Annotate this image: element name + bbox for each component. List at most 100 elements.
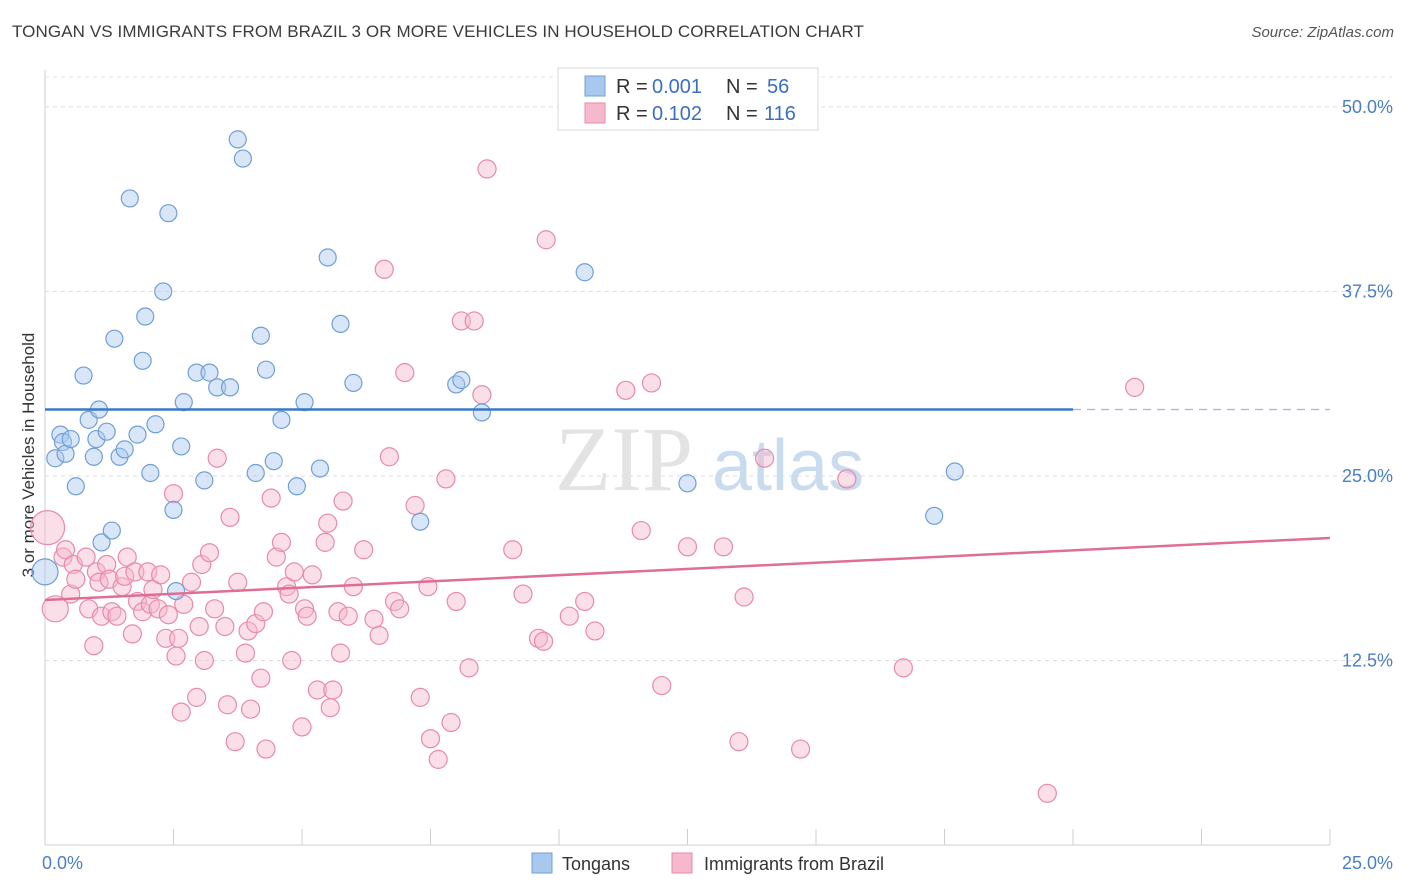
data-point bbox=[253, 602, 274, 622]
data-point bbox=[282, 650, 302, 671]
data-point bbox=[1125, 377, 1145, 397]
data-point bbox=[428, 749, 448, 769]
data-point bbox=[215, 616, 235, 637]
data-point bbox=[1037, 783, 1057, 803]
data-point bbox=[207, 448, 227, 468]
data-point bbox=[102, 521, 121, 540]
data-point bbox=[97, 554, 117, 575]
data-point bbox=[343, 577, 363, 597]
data-point bbox=[199, 543, 220, 563]
axes bbox=[44, 70, 1331, 846]
data-point bbox=[256, 739, 276, 759]
data-point bbox=[192, 554, 212, 575]
data-point bbox=[195, 471, 214, 490]
data-point bbox=[441, 712, 461, 733]
data-point bbox=[256, 360, 276, 379]
data-point bbox=[405, 495, 425, 516]
data-point bbox=[29, 510, 66, 546]
legend-n-value: 56 bbox=[767, 76, 789, 98]
data-point bbox=[533, 631, 554, 651]
legend-r-value: 0.001 bbox=[652, 76, 702, 98]
x-tick-label: 0.0% bbox=[42, 853, 83, 873]
x-tick-label: 25.0% bbox=[1342, 853, 1393, 873]
data-point bbox=[945, 462, 964, 481]
data-point bbox=[133, 351, 152, 370]
data-point bbox=[395, 363, 415, 383]
legend-n-value: 116 bbox=[764, 103, 796, 125]
data-point bbox=[837, 469, 857, 489]
data-point bbox=[66, 569, 86, 589]
data-point bbox=[246, 463, 265, 483]
data-point bbox=[420, 729, 441, 749]
data-point bbox=[734, 587, 754, 607]
data-point bbox=[452, 370, 471, 390]
data-point bbox=[536, 230, 556, 250]
series-immigrants-from-brazil bbox=[29, 159, 1145, 803]
data-point bbox=[91, 606, 112, 626]
data-point bbox=[128, 425, 147, 444]
data-point bbox=[790, 739, 811, 759]
data-point bbox=[344, 373, 363, 393]
watermark-atlas: atlas bbox=[712, 426, 864, 506]
data-point bbox=[115, 566, 135, 586]
data-point bbox=[328, 602, 348, 622]
data-point bbox=[92, 533, 111, 552]
data-point bbox=[164, 500, 183, 520]
data-point bbox=[133, 602, 153, 622]
legend-r-label: R = bbox=[616, 103, 648, 125]
data-point bbox=[76, 547, 96, 567]
data-point bbox=[528, 628, 549, 648]
data-point bbox=[677, 537, 698, 557]
data-point bbox=[187, 363, 206, 382]
data-point bbox=[246, 613, 266, 634]
data-point bbox=[136, 307, 155, 326]
legend-n-label: N = bbox=[726, 103, 758, 125]
data-point bbox=[374, 259, 394, 279]
data-point bbox=[87, 429, 106, 449]
data-point bbox=[174, 393, 193, 412]
data-point bbox=[310, 459, 330, 478]
data-point bbox=[105, 329, 124, 348]
data-point bbox=[172, 437, 191, 456]
bottom-legend-label-brazil: Immigrants from Brazil bbox=[704, 854, 884, 874]
data-point bbox=[464, 311, 484, 331]
data-point bbox=[181, 572, 202, 592]
y-tick-label: 37.5% bbox=[1342, 281, 1393, 301]
y-tick-labels: 12.5% 25.0% 37.5% 50.0% bbox=[1342, 97, 1393, 671]
data-point bbox=[217, 695, 238, 715]
y-tick-label: 50.0% bbox=[1342, 97, 1393, 117]
data-point bbox=[297, 606, 317, 626]
data-point bbox=[251, 668, 271, 688]
data-point bbox=[208, 378, 227, 397]
data-point bbox=[284, 562, 304, 582]
data-point bbox=[251, 326, 270, 345]
data-point bbox=[220, 507, 240, 527]
data-point bbox=[477, 159, 497, 179]
legend-r-value: 0.102 bbox=[652, 103, 702, 125]
data-point bbox=[84, 636, 104, 656]
data-point bbox=[729, 732, 749, 752]
data-point bbox=[559, 606, 579, 626]
data-point bbox=[294, 599, 315, 619]
data-point bbox=[678, 474, 697, 493]
trendline-brazil bbox=[44, 536, 1331, 602]
data-point bbox=[652, 675, 672, 696]
data-point bbox=[225, 732, 245, 752]
data-point bbox=[320, 698, 340, 718]
data-point bbox=[117, 547, 137, 567]
data-point bbox=[338, 606, 358, 626]
data-point bbox=[238, 621, 258, 641]
data-point bbox=[287, 477, 306, 496]
data-point bbox=[66, 477, 85, 496]
watermark-zip: ZIP bbox=[555, 408, 693, 510]
data-point bbox=[323, 680, 343, 700]
data-point bbox=[315, 532, 335, 552]
data-point bbox=[307, 680, 328, 700]
data-point bbox=[295, 393, 314, 412]
data-point bbox=[330, 643, 351, 663]
y-axis-label: 3 or more Vehicles in Household bbox=[19, 333, 38, 578]
legend: R = 0.001 N = 56 R = 0.102 N = 116 bbox=[557, 67, 819, 131]
source-label: Source: ZipAtlas.com bbox=[1251, 24, 1394, 41]
bottom-legend-swatch-tongans bbox=[531, 852, 553, 874]
